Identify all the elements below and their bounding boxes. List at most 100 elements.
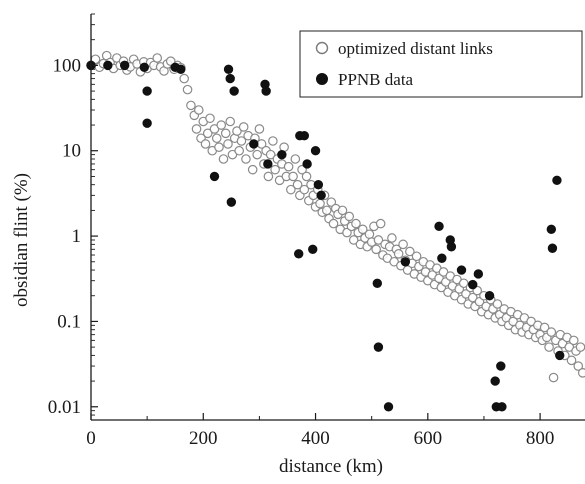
- point-optimized-distant-links: [328, 218, 339, 229]
- point-optimized-distant-links: [193, 105, 204, 115]
- point-ppnb-data: [490, 376, 500, 386]
- point-optimized-distant-links: [371, 244, 381, 255]
- point-optimized-distant-links: [393, 249, 404, 259]
- point-optimized-distant-links: [326, 197, 337, 207]
- point-optimized-distant-links: [223, 139, 233, 149]
- point-optimized-distant-links: [225, 116, 236, 127]
- point-optimized-distant-links: [546, 327, 557, 337]
- point-optimized-distant-links: [241, 154, 251, 164]
- point-ppnb-data: [473, 269, 484, 279]
- point-optimized-distant-links: [575, 342, 585, 352]
- point-optimized-distant-links: [467, 292, 478, 303]
- point-ppnb-data: [456, 265, 467, 275]
- legend-marker-optimized-distant-links: [315, 41, 329, 55]
- point-ppnb-data: [176, 64, 186, 74]
- point-optimized-distant-links: [186, 100, 196, 111]
- point-optimized-distant-links: [544, 342, 554, 352]
- point-ppnb-data: [229, 86, 239, 96]
- point-optimized-distant-links: [357, 224, 368, 235]
- point-optimized-distant-links: [220, 128, 231, 139]
- point-ppnb-data: [302, 159, 312, 169]
- point-optimized-distant-links: [234, 145, 244, 156]
- series-ppnb-data: [86, 60, 565, 412]
- point-ppnb-data: [119, 60, 130, 71]
- point-optimized-distant-links: [283, 161, 294, 172]
- point-ppnb-data: [373, 342, 384, 352]
- y-tick-label: 10: [62, 141, 81, 162]
- point-ppnb-data: [547, 243, 558, 253]
- point-ppnb-data: [299, 131, 310, 141]
- x-tick-label: 400: [301, 428, 330, 449]
- point-optimized-distant-links: [238, 122, 249, 132]
- point-ppnb-data: [139, 62, 150, 72]
- y-tick-label: 1: [72, 226, 82, 247]
- x-tick-label: 800: [526, 428, 555, 449]
- point-optimized-distant-links: [205, 113, 215, 124]
- y-tick-label: 0.1: [57, 311, 81, 332]
- point-ppnb-data: [103, 60, 113, 71]
- axes: [90, 14, 585, 421]
- point-ppnb-data: [496, 361, 506, 371]
- point-optimized-distant-links: [398, 239, 408, 250]
- legend-label-optimized-distant-links: optimized distant links: [338, 39, 493, 58]
- point-ppnb-data: [555, 350, 565, 361]
- point-optimized-distant-links: [200, 139, 211, 149]
- point-optimized-distant-links: [216, 120, 227, 130]
- series-optimized-distant-links: [86, 50, 585, 383]
- point-optimized-distant-links: [265, 149, 276, 160]
- x-axis-title: distance (km): [279, 456, 383, 477]
- point-optimized-distant-links: [348, 235, 359, 245]
- point-optimized-distant-links: [344, 211, 355, 222]
- point-ppnb-data: [546, 224, 557, 235]
- point-optimized-distant-links: [337, 205, 348, 216]
- point-ppnb-data: [446, 242, 457, 252]
- point-ppnb-data: [294, 249, 304, 259]
- point-ppnb-data: [263, 159, 273, 169]
- point-optimized-distant-links: [288, 171, 298, 182]
- point-optimized-distant-links: [375, 218, 386, 229]
- point-optimized-distant-links: [321, 205, 332, 216]
- point-ppnb-data: [313, 179, 324, 190]
- point-ppnb-data: [308, 244, 318, 255]
- x-tick-label: 200: [189, 428, 218, 449]
- point-ppnb-data: [372, 278, 382, 288]
- point-optimized-distant-links: [232, 126, 242, 136]
- point-optimized-distant-links: [236, 136, 247, 146]
- legend-box: [299, 30, 583, 98]
- point-optimized-distant-links: [211, 133, 222, 144]
- point-ppnb-data: [552, 175, 562, 186]
- point-optimized-distant-links: [268, 136, 278, 146]
- point-ppnb-data: [142, 86, 152, 96]
- point-ppnb-data: [468, 279, 478, 290]
- point-optimized-distant-links: [568, 335, 579, 346]
- ticks: 0 200 400 600 800 100 10 1 0.1 0.01: [48, 13, 555, 449]
- point-optimized-distant-links: [577, 368, 585, 378]
- y-tick-label: 0.01: [48, 397, 81, 418]
- point-optimized-distant-links: [351, 218, 361, 229]
- point-ppnb-data: [249, 139, 259, 149]
- point-optimized-distant-links: [539, 322, 550, 333]
- point-ppnb-data: [484, 291, 495, 301]
- point-ppnb-data: [261, 86, 271, 96]
- x-tick-label: 600: [414, 428, 443, 449]
- point-ppnb-data: [310, 146, 321, 156]
- point-ppnb-data: [277, 149, 287, 160]
- point-ppnb-data: [400, 257, 411, 267]
- point-ppnb-data: [434, 221, 444, 232]
- point-optimized-distant-links: [182, 84, 193, 95]
- point-optimized-distant-links: [387, 233, 397, 243]
- legend-label-ppnb-data: PPNB data: [338, 70, 414, 89]
- point-optimized-distant-links: [405, 246, 415, 257]
- legend: optimized distant links PPNB data: [299, 30, 583, 98]
- point-optimized-distant-links: [411, 251, 422, 262]
- point-optimized-distant-links: [270, 164, 280, 175]
- point-optimized-distant-links: [254, 124, 265, 134]
- point-optimized-distant-links: [152, 53, 163, 63]
- point-optimized-distant-links: [191, 124, 202, 134]
- point-ppnb-data: [225, 73, 235, 84]
- point-ppnb-data: [497, 402, 507, 412]
- point-optimized-distant-links: [263, 171, 274, 182]
- point-optimized-distant-links: [438, 267, 449, 277]
- point-ppnb-data: [142, 118, 152, 128]
